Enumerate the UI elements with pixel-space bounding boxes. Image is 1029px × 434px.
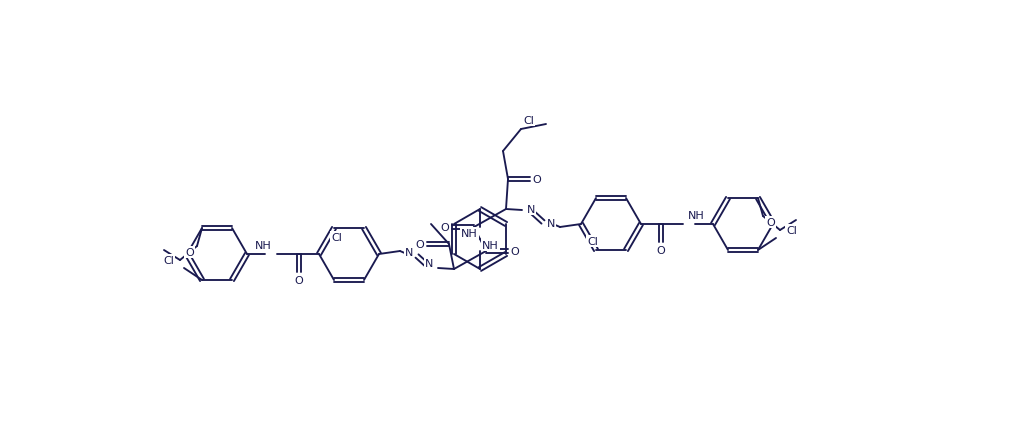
Text: NH: NH xyxy=(255,240,272,250)
Text: Cl: Cl xyxy=(786,225,796,235)
Text: O: O xyxy=(416,240,424,250)
Text: Cl: Cl xyxy=(164,255,174,265)
Text: Cl: Cl xyxy=(523,116,534,126)
Text: O: O xyxy=(185,247,194,257)
Text: O: O xyxy=(294,275,304,285)
Text: Cl: Cl xyxy=(331,233,343,243)
Text: N: N xyxy=(404,247,413,257)
Text: N: N xyxy=(547,218,556,228)
Text: O: O xyxy=(766,217,775,227)
Text: N: N xyxy=(527,204,535,214)
Text: NH: NH xyxy=(482,240,499,250)
Text: O: O xyxy=(533,174,541,184)
Text: Cl: Cl xyxy=(588,237,599,247)
Text: NH: NH xyxy=(688,210,705,220)
Text: O: O xyxy=(657,246,666,256)
Text: O: O xyxy=(440,223,450,233)
Text: NH: NH xyxy=(461,228,478,238)
Text: O: O xyxy=(510,247,520,256)
Text: N: N xyxy=(425,258,433,268)
